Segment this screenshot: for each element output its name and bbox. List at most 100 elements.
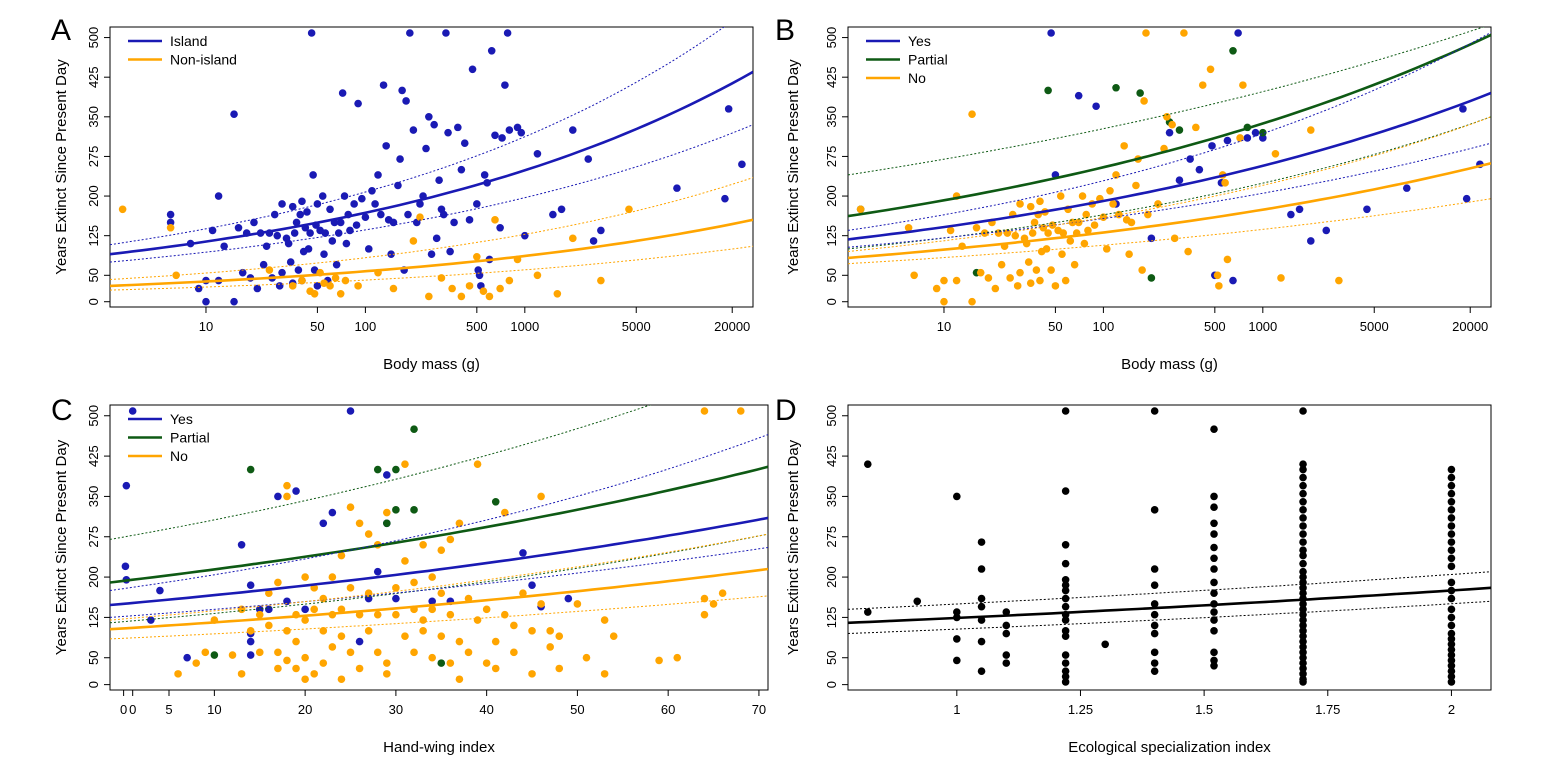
data-point <box>1002 651 1011 659</box>
data-point <box>352 221 361 229</box>
data-point <box>1044 229 1052 237</box>
data-point <box>292 218 301 227</box>
data-point <box>383 519 391 528</box>
data-point <box>537 600 545 608</box>
y-tick-label: 200 <box>86 185 101 207</box>
fit-line <box>110 218 753 288</box>
data-point <box>584 155 593 163</box>
data-point <box>304 245 313 253</box>
data-point <box>1447 538 1456 546</box>
data-point <box>1011 231 1020 240</box>
data-point <box>425 292 433 301</box>
x-tick-label: 70 <box>752 702 766 717</box>
data-point <box>564 594 573 603</box>
data-point <box>1210 662 1218 670</box>
data-point <box>238 268 247 277</box>
data-point <box>446 247 454 256</box>
data-point <box>1447 667 1456 675</box>
plot-frame <box>109 26 754 308</box>
data-point <box>1213 271 1222 280</box>
data-point <box>166 210 175 219</box>
data-point <box>156 586 164 595</box>
data-point <box>1061 659 1070 667</box>
data-point <box>1051 282 1060 290</box>
data-point <box>430 120 438 129</box>
data-point <box>984 274 993 282</box>
data-point <box>368 186 376 195</box>
data-point <box>953 635 961 643</box>
fit-line <box>110 70 753 256</box>
data-point <box>1109 200 1117 208</box>
data-point <box>283 627 291 635</box>
data-point <box>1299 670 1307 678</box>
data-point <box>319 659 328 667</box>
data-point <box>1210 608 1218 616</box>
data-point <box>1066 237 1075 245</box>
confidence-band-line <box>848 142 1491 248</box>
y-axis-label: Years Extinct Since Present Day <box>785 59 802 275</box>
confidence-band-line <box>110 27 725 246</box>
data-point <box>1299 632 1307 641</box>
data-point <box>383 659 391 667</box>
legend-label: Partial <box>170 430 210 446</box>
data-point <box>1206 65 1215 74</box>
data-point <box>294 266 303 274</box>
y-tick-label: 350 <box>86 106 101 128</box>
data-point <box>940 276 948 285</box>
data-point <box>298 197 306 206</box>
y-tick-label: 200 <box>86 566 101 588</box>
data-point <box>1210 656 1218 665</box>
data-point <box>1299 621 1307 630</box>
data-point <box>286 258 295 266</box>
data-point <box>1447 678 1456 686</box>
data-point <box>1150 581 1159 589</box>
data-point <box>328 643 337 651</box>
data-point <box>422 144 430 153</box>
data-point <box>1271 149 1280 158</box>
data-point <box>491 131 499 140</box>
data-point <box>313 282 322 290</box>
data-point <box>468 65 477 74</box>
data-point <box>738 160 746 169</box>
data-point <box>328 573 337 581</box>
data-point <box>1223 255 1232 264</box>
data-point <box>1299 497 1307 506</box>
data-point <box>555 664 564 673</box>
data-point <box>491 497 500 506</box>
data-point <box>1061 575 1070 584</box>
data-point <box>274 664 282 673</box>
data-point <box>1061 602 1070 611</box>
data-point <box>172 271 180 280</box>
data-point <box>341 276 350 285</box>
x-tick-label: 5000 <box>622 319 651 334</box>
data-point <box>1061 559 1070 568</box>
series-points <box>118 205 633 301</box>
data-point <box>338 89 347 97</box>
data-point <box>255 610 264 619</box>
data-point <box>1299 407 1307 415</box>
data-point <box>437 274 446 282</box>
data-point <box>319 594 328 603</box>
y-tick-label: 500 <box>86 27 101 49</box>
x-axis-label: Body mass (g) <box>1121 356 1218 373</box>
data-point <box>498 134 506 142</box>
y-tick-label: 500 <box>824 405 839 427</box>
data-point <box>501 508 509 517</box>
data-point <box>274 648 282 657</box>
data-point <box>454 123 462 132</box>
data-point <box>1059 229 1068 237</box>
data-point <box>1061 276 1070 285</box>
data-point <box>1210 425 1218 433</box>
data-point <box>553 289 562 298</box>
data-point <box>1092 102 1100 111</box>
y-tick-label: 275 <box>86 526 101 548</box>
data-point <box>255 605 264 614</box>
data-point <box>331 274 340 282</box>
data-point <box>1447 635 1456 643</box>
data-point <box>1125 250 1133 258</box>
data-point <box>1251 128 1260 137</box>
data-point <box>419 616 427 624</box>
data-point <box>1163 113 1171 121</box>
data-point <box>336 218 345 227</box>
data-point <box>296 210 305 219</box>
